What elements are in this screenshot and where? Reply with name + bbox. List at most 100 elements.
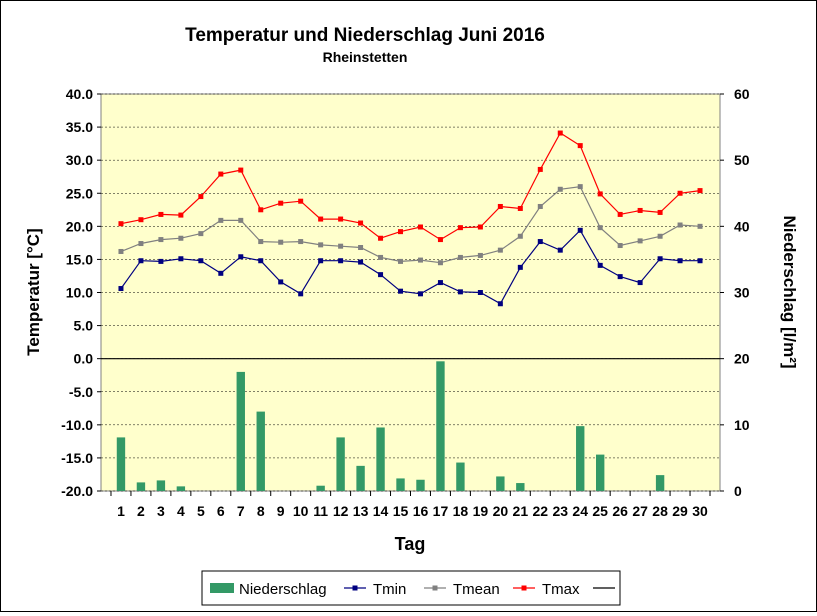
left-tick-label: 0.0 (74, 351, 94, 367)
x-tick-label: 27 (632, 503, 648, 519)
x-tick-label: 16 (413, 503, 429, 519)
tmin-point (358, 259, 364, 265)
legend-label: Tmin (373, 581, 406, 598)
tmin-point (517, 264, 523, 270)
tmax-point (198, 194, 204, 200)
x-tick-label: 22 (533, 503, 549, 519)
tmean-point (258, 239, 264, 245)
x-tick-label: 12 (333, 503, 349, 519)
legend-label: Tmean (453, 581, 500, 598)
tmean-point (697, 223, 703, 229)
left-tick-label: 30.0 (66, 152, 93, 168)
tmean-point (118, 248, 124, 254)
tmean-point (577, 184, 583, 190)
x-axis-label: Tag (395, 534, 426, 554)
tmean-point (278, 239, 284, 245)
precipitation-bar (496, 476, 505, 491)
tmin-point (437, 280, 443, 286)
tmin-point (597, 262, 603, 268)
tmean-point (318, 242, 324, 248)
precipitation-bar (376, 427, 385, 491)
tmax-point (258, 207, 264, 213)
precipitation-bars (116, 361, 665, 491)
x-tick-label: 13 (353, 503, 369, 519)
tmean-point (238, 217, 244, 223)
tmean-point (657, 233, 663, 239)
tmax-point (457, 225, 463, 231)
tmax-point (557, 130, 563, 136)
left-tick-label: 15.0 (66, 251, 93, 267)
tmean-point (557, 186, 563, 192)
x-tick-label: 1 (117, 503, 125, 519)
tmin-point (178, 256, 184, 262)
tmax-line (120, 132, 701, 241)
x-tick-label: 15 (393, 503, 409, 519)
tmean-point (178, 235, 184, 241)
right-tick-label: 50 (734, 152, 750, 168)
tmin-point (278, 279, 284, 285)
tmin-point (238, 254, 244, 260)
legend: Niederschlag Tmin Tmean Tmax (210, 581, 615, 598)
precipitation-bar (156, 480, 166, 491)
tmin-point (118, 286, 124, 292)
x-tick-label: 23 (552, 503, 568, 519)
tmax-point (238, 167, 244, 173)
left-tick-label: 10.0 (66, 285, 93, 301)
right-tick-label: 20 (734, 351, 750, 367)
x-tick-label: 3 (157, 503, 165, 519)
tmax-point (537, 166, 543, 172)
tmean-point (218, 217, 224, 223)
tmin-point (398, 288, 404, 294)
tmin-point (417, 291, 423, 297)
legend-swatch-marker (352, 585, 358, 591)
precipitation-bar (356, 465, 365, 491)
tmax-point (697, 188, 703, 194)
legend-swatch-marker (432, 585, 438, 591)
x-tick-label: 11 (313, 503, 328, 519)
x-tick-label: 18 (453, 503, 469, 519)
precipitation-bar (416, 479, 425, 491)
y-axis-label-left: Temperatur [°C] (24, 228, 43, 355)
tmax-point (278, 200, 284, 206)
x-tick-label: 19 (473, 503, 489, 519)
right-tick-label: 0 (734, 483, 742, 499)
precipitation-bar (116, 437, 126, 491)
x-tick-label: 9 (277, 503, 285, 519)
tmin-point (697, 258, 703, 264)
tmean-point (358, 245, 364, 251)
tmax-point (637, 207, 643, 213)
x-tick-label: 20 (493, 503, 509, 519)
x-tick-label: 17 (433, 503, 449, 519)
tmin-point (677, 258, 683, 264)
tmean-point (338, 243, 344, 249)
tmax-point (218, 171, 224, 177)
tmin-point (298, 291, 304, 297)
precipitation-bar (655, 475, 665, 491)
precipitation-bar (516, 483, 525, 491)
tmin-point (218, 270, 224, 276)
precipitation-bar (236, 371, 245, 491)
tmin-point (657, 256, 663, 262)
precipitation-bar (596, 454, 605, 491)
legend-label: Niederschlag (239, 581, 327, 598)
tmin-point (138, 258, 144, 264)
tmax-point (138, 217, 144, 223)
tmean-point (517, 233, 523, 239)
x-tick-label: 6 (217, 503, 225, 519)
x-tick-label: 24 (572, 503, 588, 519)
tmin-point (497, 301, 503, 307)
tmean-point (198, 231, 204, 237)
tmax-point (657, 209, 663, 215)
tmax-point (517, 205, 523, 211)
tmean-point (477, 252, 483, 258)
x-tick-label: 4 (177, 503, 185, 519)
precipitation-bar (396, 478, 405, 491)
tmax-point (497, 203, 503, 209)
tmean-point (138, 241, 144, 247)
tmin-point (318, 258, 324, 264)
x-tick-label: 10 (293, 503, 309, 519)
temperature-lines (118, 130, 703, 307)
right-tick-label: 60 (734, 86, 750, 102)
precipitation-bar (256, 411, 265, 491)
x-tick-label: 21 (513, 503, 529, 519)
